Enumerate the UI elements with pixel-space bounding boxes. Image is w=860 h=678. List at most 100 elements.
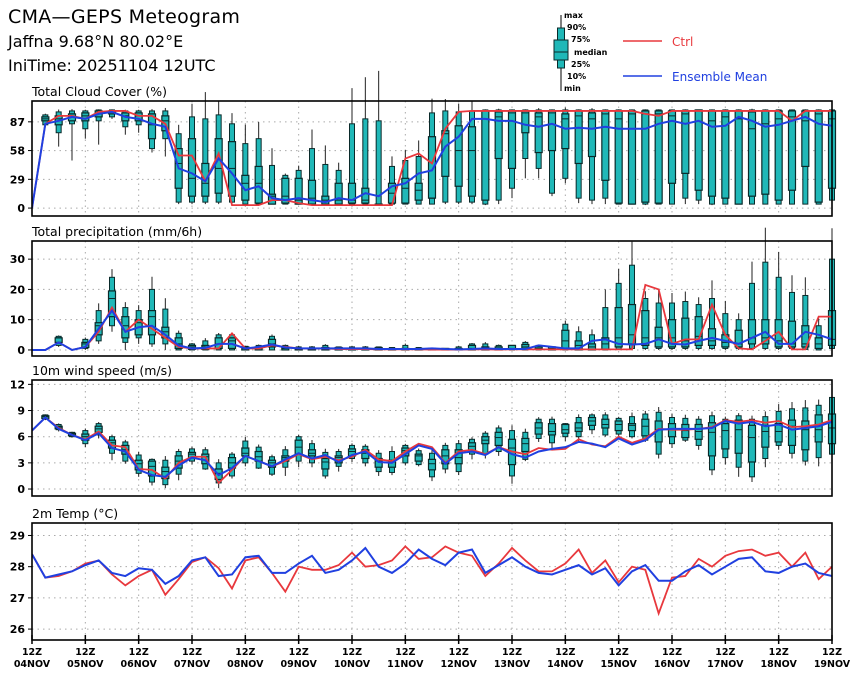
box-whisker [187, 103, 197, 205]
x-tick-label-date: 04NOV [14, 659, 51, 670]
y-tick-label: 0 [17, 344, 25, 357]
x-tick-label-hour: 12Z [235, 647, 255, 658]
box-inner [361, 187, 370, 204]
box-inner [254, 165, 263, 204]
box-outer [655, 302, 662, 349]
box-whisker [147, 276, 157, 347]
box-whisker [614, 416, 623, 436]
y-tick-label: 6 [17, 431, 25, 444]
box-inner [547, 423, 557, 436]
box-whisker [627, 109, 637, 205]
box-inner [614, 306, 623, 348]
legend-max: max [564, 11, 584, 20]
box-whisker [347, 443, 357, 462]
box-whisker [561, 107, 570, 184]
box-outer [375, 120, 382, 205]
box-whisker [134, 109, 143, 133]
box-whisker [627, 412, 637, 439]
box-whisker [361, 77, 370, 205]
box-whisker [361, 444, 370, 467]
box-inner [494, 111, 503, 160]
box-whisker [534, 108, 543, 179]
box-inner [787, 320, 797, 348]
box-whisker [787, 109, 797, 205]
box-whisker [601, 412, 610, 437]
box-inner [734, 329, 743, 348]
box-whisker [761, 411, 770, 468]
x-tick-label-hour: 12Z [769, 647, 789, 658]
box-inner [507, 110, 517, 170]
box-whisker [681, 291, 690, 350]
box-inner [321, 457, 330, 470]
x-tick-label-hour: 12Z [715, 647, 735, 658]
x-tick-label-hour: 12Z [395, 647, 415, 658]
box-whisker [747, 261, 757, 350]
box-whisker [454, 440, 463, 476]
panel-title: 2m Temp (°C) [32, 506, 118, 521]
box-inner [627, 110, 637, 205]
box-inner [614, 420, 623, 432]
plot-frame [31, 379, 833, 497]
box-whisker [121, 302, 130, 350]
box-inner [561, 113, 570, 150]
y-tick-label: 58 [10, 145, 25, 158]
box-whisker [81, 109, 90, 139]
box-inner [747, 319, 757, 345]
box-whisker [321, 145, 330, 205]
box-inner [187, 138, 197, 197]
box-inner [134, 112, 143, 122]
box-whisker [787, 275, 797, 350]
box-whisker [667, 109, 677, 205]
box-inner [787, 110, 797, 191]
box-whisker [54, 335, 63, 347]
y-tick-label: 12 [10, 378, 25, 391]
box-inner [801, 325, 810, 348]
box-inner [427, 458, 437, 471]
x-tick-label-hour: 12Z [449, 647, 469, 658]
box-whisker [187, 446, 197, 465]
box-inner [107, 290, 117, 318]
x-tick-label-hour: 12Z [75, 647, 95, 658]
box-inner [147, 310, 157, 336]
x-tick-label-hour: 12Z [289, 647, 309, 658]
box-inner [681, 317, 690, 348]
box-inner [494, 431, 503, 447]
init-time: IniTime: 20251104 12UTC [8, 56, 216, 75]
panel-1: Total precipitation (mm/6h) 0 10 20 30 [10, 224, 837, 357]
box-outer [349, 123, 355, 205]
y-tick-label: 0 [17, 483, 25, 496]
panel-title: Total precipitation (mm/6h) [31, 224, 202, 239]
box-inner [267, 338, 277, 348]
x-tick-label-date: 13NOV [494, 659, 531, 670]
box-whisker [507, 109, 517, 199]
x-tick-label-date: 10NOV [334, 659, 371, 670]
box-whisker [641, 291, 650, 350]
plot-frame [31, 240, 833, 357]
box-whisker [707, 411, 717, 476]
box-whisker [774, 404, 783, 450]
box-inner [547, 110, 557, 152]
box-whisker [174, 124, 183, 205]
panel-title: Total Cloud Cover (%) [31, 84, 167, 99]
box-whisker [801, 277, 810, 350]
box-inner [294, 177, 303, 205]
box-inner [787, 419, 797, 447]
box-whisker [254, 122, 263, 205]
legend-p25: 25% [571, 60, 590, 69]
box-whisker [454, 103, 463, 205]
x-tick-label-date: 15NOV [600, 659, 637, 670]
box-whisker [654, 288, 663, 350]
plot-frame [31, 522, 833, 641]
station-location: Jaffna 9.68°N 80.02°E [8, 32, 184, 51]
x-tick-label-date: 19NOV [814, 659, 851, 670]
box-whisker [707, 109, 717, 206]
box-whisker [294, 434, 303, 468]
legend-box-icon [553, 15, 569, 91]
box-inner [561, 423, 570, 434]
legend-ctrl-label: Ctrl [672, 35, 693, 49]
box-inner [521, 110, 530, 134]
box-whisker [747, 108, 757, 205]
y-tick-label: 28 [10, 561, 25, 574]
box-inner [747, 111, 757, 197]
